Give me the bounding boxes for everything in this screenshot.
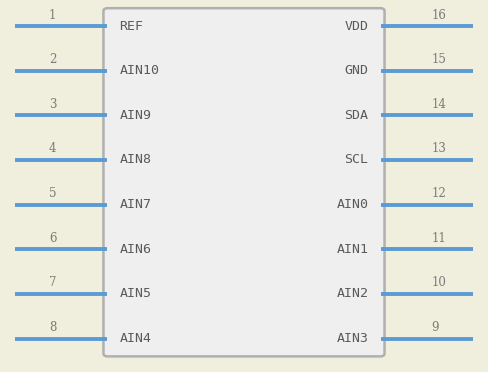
Text: AIN9: AIN9 <box>120 109 152 122</box>
Text: AIN0: AIN0 <box>336 198 368 211</box>
Text: AIN10: AIN10 <box>120 64 160 77</box>
Text: 10: 10 <box>431 276 447 289</box>
Text: REF: REF <box>120 20 143 32</box>
Text: 2: 2 <box>49 53 57 66</box>
Text: 16: 16 <box>431 9 447 22</box>
Text: 5: 5 <box>49 187 57 200</box>
Text: 1: 1 <box>49 9 57 22</box>
Text: 3: 3 <box>49 98 57 111</box>
Text: AIN8: AIN8 <box>120 154 152 166</box>
Text: 4: 4 <box>49 142 57 155</box>
Text: 14: 14 <box>431 98 447 111</box>
Text: AIN6: AIN6 <box>120 243 152 256</box>
Text: AIN7: AIN7 <box>120 198 152 211</box>
Text: VDD: VDD <box>345 20 368 32</box>
Text: 9: 9 <box>431 321 439 334</box>
Text: 8: 8 <box>49 321 57 334</box>
Text: AIN2: AIN2 <box>336 288 368 300</box>
Text: 15: 15 <box>431 53 447 66</box>
Text: 12: 12 <box>431 187 447 200</box>
Text: SDA: SDA <box>345 109 368 122</box>
Text: AIN5: AIN5 <box>120 288 152 300</box>
Text: AIN4: AIN4 <box>120 332 152 345</box>
Text: AIN1: AIN1 <box>336 243 368 256</box>
Text: 11: 11 <box>431 232 447 245</box>
Text: 6: 6 <box>49 232 57 245</box>
Text: SCL: SCL <box>345 154 368 166</box>
Text: 7: 7 <box>49 276 57 289</box>
Text: GND: GND <box>345 64 368 77</box>
Text: AIN3: AIN3 <box>336 332 368 345</box>
Text: 13: 13 <box>431 142 447 155</box>
FancyBboxPatch shape <box>103 8 385 356</box>
